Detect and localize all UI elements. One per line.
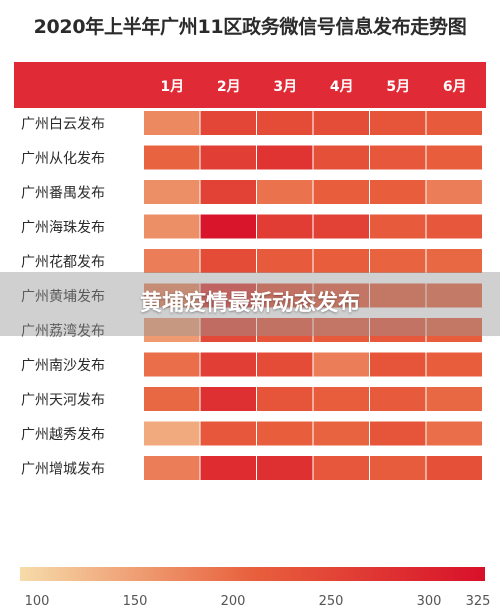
heatmap-cell xyxy=(426,283,482,308)
heatmap-cell xyxy=(144,145,200,170)
heatmap-cell xyxy=(370,214,426,239)
heatmap-cell xyxy=(426,352,482,377)
heatmap-cell xyxy=(370,387,426,411)
heatmap-cell xyxy=(257,352,313,377)
heatmap-cell xyxy=(426,145,482,170)
heatmap-cell xyxy=(313,421,369,446)
row-label: 广州黄埔发布 xyxy=(21,288,105,305)
heatmap-cell xyxy=(370,111,426,135)
heatmap-cell xyxy=(426,421,482,446)
heatmap-cell xyxy=(426,111,482,135)
heatmap-cell xyxy=(200,249,256,273)
heatmap-cell xyxy=(144,352,200,377)
heatmap-cell xyxy=(144,249,200,273)
heatmap-cell xyxy=(426,387,482,411)
heatmap-cell xyxy=(370,318,426,342)
row-label: 广州海珠发布 xyxy=(21,220,105,236)
heatmap-cell xyxy=(257,318,313,342)
heatmap-cell xyxy=(200,352,256,377)
heatmap-cell xyxy=(370,180,426,204)
heatmap-cell xyxy=(426,180,482,204)
column-header-3: 3月 xyxy=(273,79,297,95)
heatmap-cell xyxy=(144,318,200,342)
heatmap-cell xyxy=(257,421,313,446)
heatmap-cell xyxy=(426,214,482,239)
heatmap-cell xyxy=(426,318,482,342)
heatmap-cell xyxy=(200,318,256,342)
scale-tick-label: 150 xyxy=(123,594,148,609)
row-label: 广州花都发布 xyxy=(21,255,105,271)
heatmap-cell xyxy=(144,214,200,239)
scale-tick-label: 325 xyxy=(466,594,491,609)
caption-overlay-text: 黄埔疫情最新动态发布 xyxy=(139,291,360,316)
heatmap-cell xyxy=(370,283,426,308)
heatmap-cell xyxy=(200,111,256,135)
heatmap-cell xyxy=(313,387,369,411)
heatmap-cell xyxy=(200,145,256,170)
heatmap-cell xyxy=(426,249,482,273)
row-label: 广州白云发布 xyxy=(21,117,105,133)
scale-tick-label: 100 xyxy=(25,594,50,609)
scale-tick-label: 300 xyxy=(417,594,442,609)
heatmap-cell xyxy=(313,214,369,239)
heatmap-cell xyxy=(426,456,482,480)
heatmap-cell xyxy=(200,283,256,308)
heatmap-cell xyxy=(257,387,313,411)
heatmap-cell xyxy=(200,421,256,446)
row-label: 广州越秀发布 xyxy=(21,427,105,443)
heatmap-cell xyxy=(313,318,369,342)
heatmap-cell xyxy=(370,352,426,377)
heatmap-cell xyxy=(313,111,369,135)
heatmap-cell xyxy=(313,283,369,308)
column-header-2: 2月 xyxy=(217,79,241,95)
heatmap-cell xyxy=(200,387,256,411)
heatmap-cell xyxy=(370,421,426,446)
heatmap-cell xyxy=(257,214,313,239)
heatmap-cell xyxy=(313,456,369,480)
heatmap-cell xyxy=(257,111,313,135)
column-header-6: 6月 xyxy=(443,79,467,95)
heatmap-cell xyxy=(370,145,426,170)
heatmap-cell xyxy=(144,180,200,204)
heatmap-cell xyxy=(370,249,426,273)
heatmap-cell xyxy=(313,352,369,377)
heatmap-cell xyxy=(313,145,369,170)
row-label: 广州番禺发布 xyxy=(21,186,105,202)
heatmap-cell xyxy=(313,249,369,273)
heatmap-cell xyxy=(257,249,313,273)
heatmap-cell xyxy=(200,180,256,204)
caption-overlay-band xyxy=(0,272,500,336)
scale-tick-label: 250 xyxy=(319,594,344,609)
heatmap-cell xyxy=(257,456,313,480)
heatmap-cell xyxy=(144,456,200,480)
row-label: 广州荔湾发布 xyxy=(21,323,105,340)
row-label: 广州天河发布 xyxy=(21,393,105,409)
row-label: 广州从化发布 xyxy=(21,151,105,167)
heatmap-cell xyxy=(144,421,200,446)
row-label: 广州南沙发布 xyxy=(21,358,105,374)
heatmap-cell xyxy=(144,283,200,308)
row-label: 广州增城发布 xyxy=(21,462,105,478)
heatmap-cell xyxy=(257,145,313,170)
chart-title: 2020年上半年广州11区政务微信号信息发布走势图 xyxy=(33,16,467,38)
heatmap-cell xyxy=(370,456,426,480)
column-header-5: 5月 xyxy=(386,79,410,95)
column-header-1: 1月 xyxy=(160,79,184,95)
scale-tick-label: 200 xyxy=(221,594,246,609)
heatmap-cell xyxy=(257,180,313,204)
heatmap-cell xyxy=(144,387,200,411)
color-scale-bar xyxy=(20,567,485,581)
column-header-4: 4月 xyxy=(330,79,354,95)
heatmap-cell xyxy=(313,180,369,204)
heatmap-cell xyxy=(200,214,256,239)
heatmap-cell xyxy=(200,456,256,480)
heatmap-cell xyxy=(257,283,313,308)
heatmap-cell xyxy=(144,111,200,135)
header-band xyxy=(14,62,486,108)
